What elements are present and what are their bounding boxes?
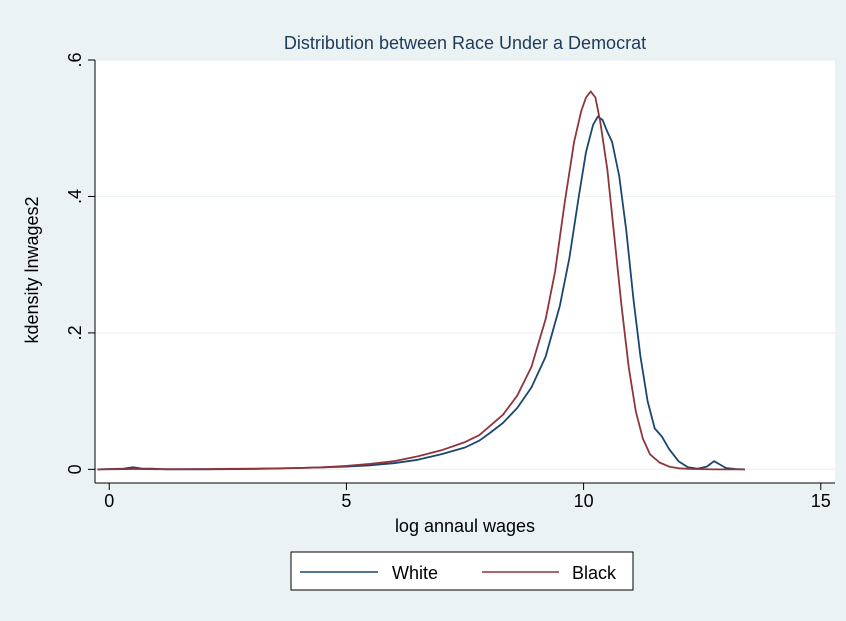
y-tick-label: .6 — [65, 52, 85, 67]
x-tick-label: 10 — [574, 491, 594, 511]
axes: 0 .2 .4 .6 0 5 10 15 — [65, 52, 835, 511]
x-tick-label: 0 — [104, 491, 114, 511]
y-tick-label: 0 — [65, 464, 85, 474]
y-tick-label: .2 — [65, 325, 85, 340]
x-axis-label: log annaul wages — [395, 516, 535, 536]
legend-box — [290, 551, 634, 591]
series-lines — [97, 90, 745, 471]
legend: White Black — [290, 551, 634, 591]
x-tick-label: 15 — [811, 491, 831, 511]
plot-area — [95, 60, 835, 483]
y-tick-label: .4 — [65, 189, 85, 204]
x-tick-label: 5 — [341, 491, 351, 511]
chart-title: Distribution between Race Under a Democr… — [284, 33, 646, 53]
y-axis-label: kdensity lnwages2 — [22, 196, 42, 343]
legend-label-white: White — [392, 563, 438, 583]
series-line-black — [97, 90, 745, 471]
legend-label-black: Black — [572, 563, 617, 583]
